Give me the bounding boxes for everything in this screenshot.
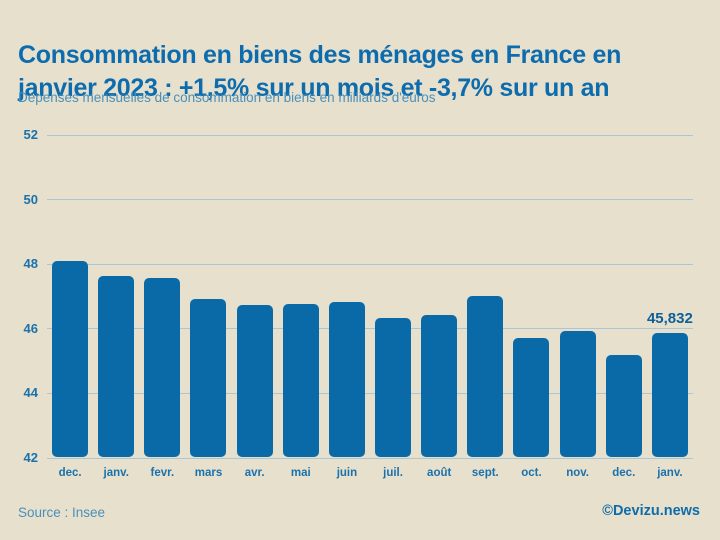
- bar-oct.: [513, 337, 550, 457]
- source-label: Source : Insee: [18, 505, 106, 520]
- x-axis-tick-label-8: août: [427, 467, 452, 479]
- y-axis-tick-label-42: 42: [23, 450, 38, 466]
- bar-mars: [190, 299, 227, 457]
- x-axis-tick-label-10: oct.: [521, 467, 542, 479]
- bar-slot-7: juil.: [370, 135, 416, 479]
- bar-sept.: [467, 295, 504, 457]
- bar-slot-2: fevr.: [139, 135, 185, 479]
- gridline-42: [47, 457, 693, 459]
- x-axis-tick-label-5: mai: [290, 467, 311, 479]
- x-axis-tick-label-9: sept.: [471, 467, 499, 479]
- bar-slot-1: janv.: [93, 135, 139, 479]
- x-axis-tick-label-1: janv.: [103, 467, 129, 479]
- bar-slot-6: juin: [324, 135, 370, 479]
- y-axis-tick-label-52: 52: [23, 127, 38, 143]
- bar-janv.: [651, 333, 688, 457]
- x-axis-tick-label-0: dec.: [58, 467, 82, 479]
- x-axis-tick-label-7: juil.: [383, 467, 403, 479]
- gridline-52: [47, 134, 693, 136]
- bar-slot-3: mars: [185, 135, 231, 479]
- bar-juil.: [375, 317, 412, 457]
- bar-slot-11: nov.: [555, 135, 601, 479]
- bar-dec.: [52, 260, 89, 457]
- x-axis-tick-label-4: avr.: [244, 467, 265, 479]
- y-axis-tick-label-46: 46: [23, 320, 38, 336]
- title-line-2: janvier 2023 : +1,5% sur un mois et -3,7…: [18, 73, 610, 102]
- gridline-44: [47, 392, 693, 394]
- bar-fevr.: [144, 277, 181, 457]
- y-axis-tick-label-48: 48: [23, 256, 38, 272]
- bar-slot-13: janv. 45,832: [646, 135, 693, 479]
- bar-avr.: [236, 304, 273, 457]
- bar-chart-plot-area: 52 50 48 46 44 42 dec. janv. fevr. mars avr. mai jui…: [24, 127, 693, 479]
- bar-dec.: [605, 354, 642, 457]
- bar-slot-9: sept.: [462, 135, 508, 479]
- bar-slot-0: dec.: [47, 135, 93, 479]
- x-axis-tick-label-11: nov.: [566, 467, 590, 479]
- x-axis-tick-label-6: juin: [336, 467, 358, 479]
- bar-janv.: [98, 275, 135, 457]
- bar-juin: [328, 301, 365, 457]
- gridline-50: [47, 199, 693, 201]
- bar-slot-8: août: [416, 135, 462, 479]
- bars-container: dec. janv. fevr. mars avr. mai juin juil. août se…: [47, 135, 693, 479]
- y-axis-tick-label-44: 44: [23, 385, 38, 401]
- bar-août: [421, 314, 458, 457]
- x-axis-tick-label-12: dec.: [612, 467, 636, 479]
- chart-subtitle: Dépenses mensuelles de consommation en b…: [18, 90, 436, 105]
- page-title: Consommation en biens des ménages en Fra…: [18, 39, 708, 105]
- bar-slot-5: mai: [278, 135, 324, 479]
- y-axis-tick-label-50: 50: [23, 191, 38, 207]
- x-axis-tick-label-2: fevr.: [150, 467, 175, 479]
- credit-label: ©Devizu.news: [602, 503, 700, 519]
- bar-slot-12: dec.: [601, 135, 647, 479]
- bar-nov.: [559, 331, 596, 457]
- x-axis-tick-label-13: janv.: [657, 467, 683, 479]
- bar-slot-4: avr.: [232, 135, 278, 479]
- gridline-46: [47, 328, 693, 330]
- bar-slot-10: oct.: [508, 135, 554, 479]
- bar-value-annotation: 45,832: [646, 310, 693, 328]
- bar-mai: [282, 303, 319, 457]
- x-axis-tick-label-3: mars: [194, 467, 223, 479]
- gridline-48: [47, 263, 693, 265]
- title-line-1: Consommation en biens des ménages en Fra…: [18, 40, 622, 69]
